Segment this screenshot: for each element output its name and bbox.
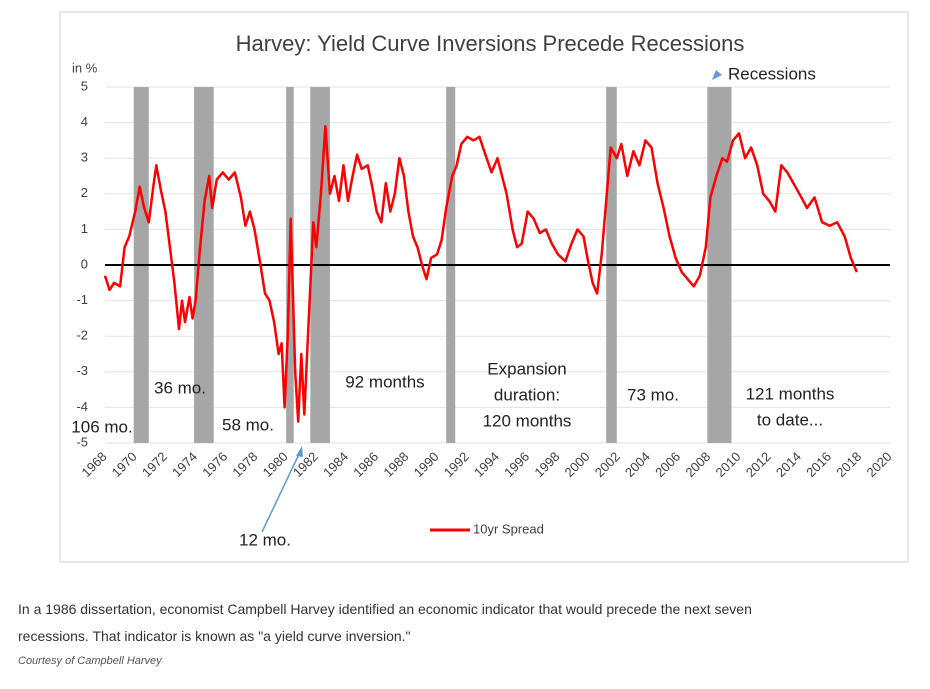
legend-label: 10yr Spread <box>473 521 544 536</box>
annotation: 92 months <box>345 372 424 391</box>
annotation: 12 mo. <box>239 530 291 549</box>
y-tick-label: -1 <box>76 292 88 307</box>
arrow-head <box>296 446 303 457</box>
annotation: 58 mo. <box>222 415 274 434</box>
chart: Harvey: Yield Curve Inversions Precede R… <box>59 11 909 563</box>
y-tick-label: 2 <box>81 185 88 200</box>
annotation: 36 mo. <box>154 378 206 397</box>
y-tick-label: 0 <box>81 256 88 271</box>
y-tick-label: 4 <box>81 114 88 129</box>
recessions-label: Recessions <box>728 64 816 83</box>
y-tick-label: -2 <box>76 328 88 343</box>
annotation: 120 months <box>483 411 572 430</box>
annotation: 121 months <box>746 384 835 403</box>
annotation: Expansion <box>487 359 566 378</box>
annotation: to date... <box>757 410 823 429</box>
annotation: 73 mo. <box>627 385 679 404</box>
credit: Courtesy of Campbell Harvey <box>18 655 162 667</box>
chart-frame <box>59 11 909 563</box>
recessions-marker <box>712 70 722 80</box>
annotation: duration: <box>494 385 560 404</box>
arrow <box>261 451 301 533</box>
y-tick-label: -4 <box>76 399 88 414</box>
y-tick-label: -5 <box>76 434 88 449</box>
y-tick-label: 5 <box>81 78 88 93</box>
chart-title: Harvey: Yield Curve Inversions Precede R… <box>236 31 745 56</box>
y-tick-label: -3 <box>76 363 88 378</box>
y-tick-label: 1 <box>81 221 88 236</box>
series-line <box>103 124 858 423</box>
y-axis-label: in % <box>72 60 98 75</box>
annotation: 106 mo. <box>71 417 132 436</box>
caption-line: recessions. That indicator is known as "… <box>18 628 411 644</box>
y-tick-label: 3 <box>81 150 88 165</box>
caption-line: In a 1986 dissertation, economist Campbe… <box>18 601 752 617</box>
